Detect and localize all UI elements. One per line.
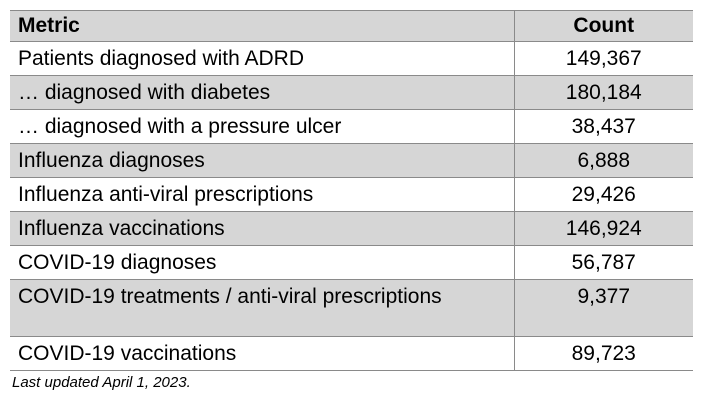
metric-cell: Influenza vaccinations xyxy=(10,211,515,246)
metric-cell: Influenza diagnoses xyxy=(10,143,515,178)
count-cell: 6,888 xyxy=(514,143,693,178)
metrics-table: Metric Count Patients diagnosed with ADR… xyxy=(10,10,693,371)
table-row: COVID-19 vaccinations 89,723 xyxy=(10,336,693,371)
metric-cell: COVID-19 diagnoses xyxy=(10,245,515,280)
table-row: Influenza anti-viral prescriptions 29,42… xyxy=(10,177,693,212)
table-row: Patients diagnosed with ADRD 149,367 xyxy=(10,41,693,76)
last-updated-note: Last updated April 1, 2023. xyxy=(12,374,191,391)
count-cell: 146,924 xyxy=(514,211,693,246)
count-cell: 56,787 xyxy=(514,245,693,280)
table-row: … diagnosed with diabetes 180,184 xyxy=(10,75,693,110)
metric-cell: COVID-19 treatments / anti-viral prescri… xyxy=(10,279,515,337)
metrics-table-container: Metric Count Patients diagnosed with ADR… xyxy=(10,10,693,371)
table-row: COVID-19 treatments / anti-viral prescri… xyxy=(10,279,693,337)
table-row: Influenza vaccinations 146,924 xyxy=(10,211,693,246)
metric-cell: … diagnosed with a pressure ulcer xyxy=(10,109,515,144)
metric-cell: Influenza anti-viral prescriptions xyxy=(10,177,515,212)
count-cell: 38,437 xyxy=(514,109,693,144)
count-cell: 89,723 xyxy=(514,336,693,371)
count-cell: 29,426 xyxy=(514,177,693,212)
table-row: COVID-19 diagnoses 56,787 xyxy=(10,245,693,280)
metric-cell: Patients diagnosed with ADRD xyxy=(10,41,515,76)
header-row: Metric Count xyxy=(10,10,693,42)
metric-header: Metric xyxy=(10,10,515,42)
metric-cell: … diagnosed with diabetes xyxy=(10,75,515,110)
count-header: Count xyxy=(514,10,693,42)
count-cell: 9,377 xyxy=(514,279,693,337)
count-cell: 180,184 xyxy=(514,75,693,110)
metric-cell: COVID-19 vaccinations xyxy=(10,336,515,371)
table-row: … diagnosed with a pressure ulcer 38,437 xyxy=(10,109,693,144)
count-cell: 149,367 xyxy=(514,41,693,76)
table-row: Influenza diagnoses 6,888 xyxy=(10,143,693,178)
